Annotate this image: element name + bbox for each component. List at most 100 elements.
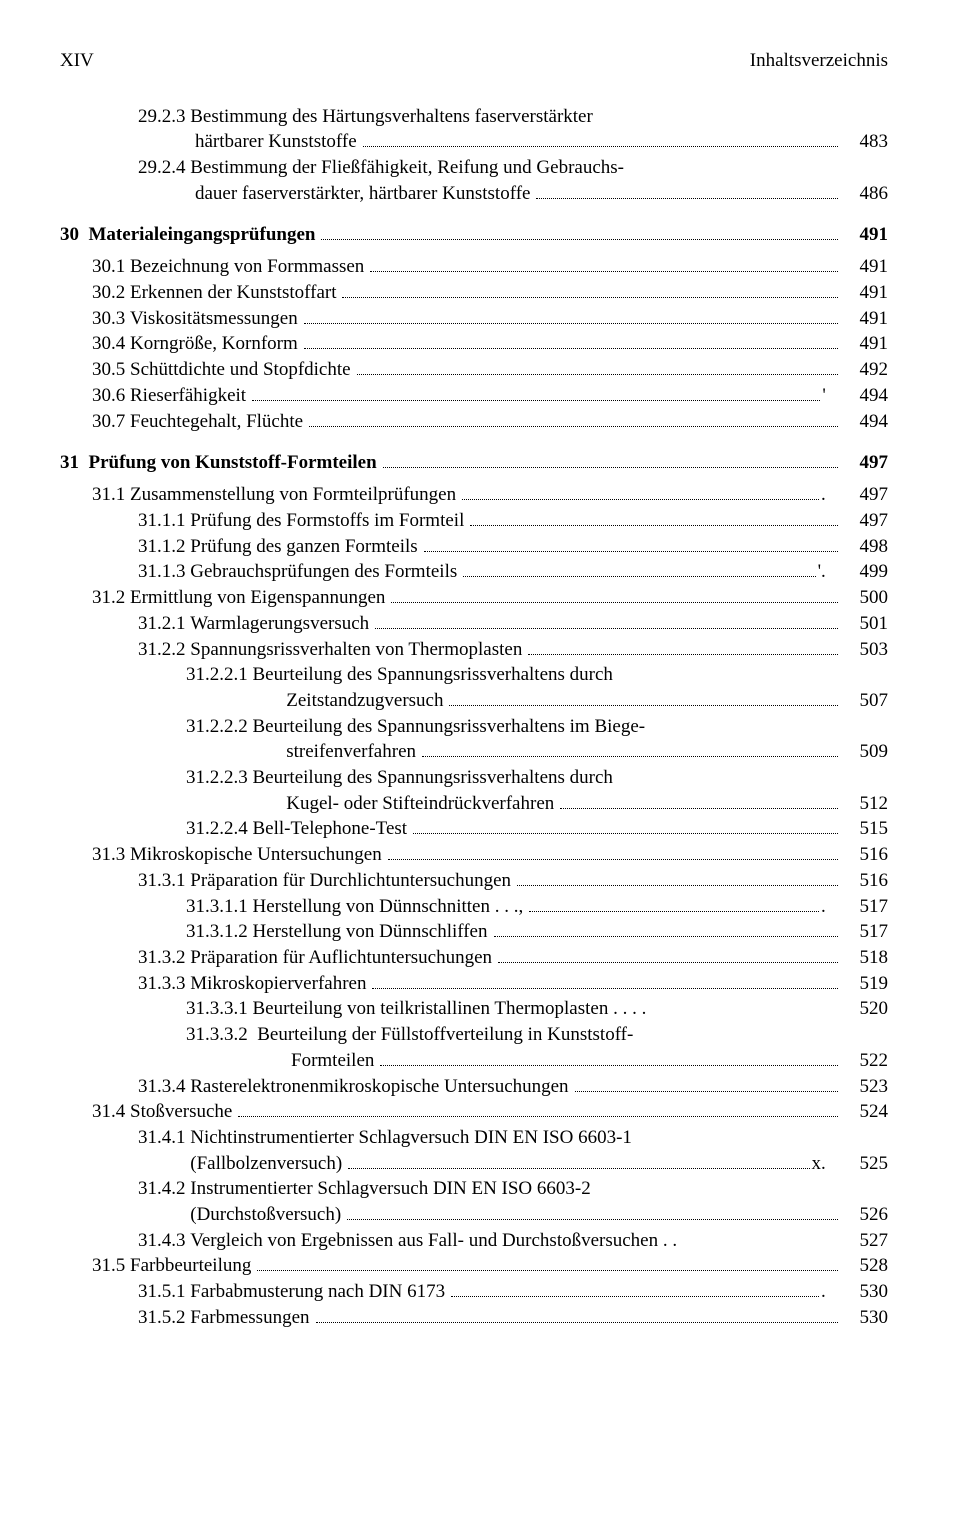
spacer xyxy=(60,206,888,222)
toc-entry: (Durchstoßversuch)526 xyxy=(60,1202,888,1228)
toc-title: Mikroskopische Untersuchungen xyxy=(130,842,386,868)
spacer xyxy=(60,434,888,450)
toc-title: Schüttdichte und Stopfdichte xyxy=(130,357,355,383)
toc-page: 497 xyxy=(840,450,888,476)
toc-page: 530 xyxy=(840,1279,888,1305)
toc-entry: 31.2.1 Warmlagerungsversuch501 xyxy=(60,611,888,637)
toc-entry: 31.2.2.3 Beurteilung des Spannungsrissve… xyxy=(60,765,888,791)
toc-leader-dots xyxy=(309,409,838,427)
toc-number: 31.3.1 xyxy=(138,868,190,894)
toc-number: 31.2 xyxy=(92,585,130,611)
toc-entry: 31.2.2 Spannungsrissverhalten von Thermo… xyxy=(60,636,888,662)
toc-title: Rasterelektronenmikroskopische Untersuch… xyxy=(190,1074,572,1100)
toc-continuation-pad xyxy=(138,181,195,207)
toc-page: 503 xyxy=(840,637,888,663)
toc-entry: 31.1 Zusammenstellung von Formteilprüfun… xyxy=(60,482,888,508)
toc-page: 494 xyxy=(840,383,888,409)
toc-title: Farbmessungen xyxy=(190,1305,313,1331)
toc-title: Spannungsrissverhalten von Thermoplasten xyxy=(190,637,526,663)
toc-page: 525 xyxy=(840,1151,888,1177)
toc-title: Beurteilung von teilkristallinen Thermop… xyxy=(253,996,651,1022)
toc-number: 31.4.2 xyxy=(138,1176,190,1202)
toc-leader-dots xyxy=(347,1202,838,1220)
toc-number: 31 xyxy=(60,450,89,476)
toc-page: 527 xyxy=(840,1228,888,1254)
toc-entry: 30 Materialeingangsprüfungen491 xyxy=(60,222,888,248)
toc-leader-dots xyxy=(451,1279,819,1297)
page-number-roman: XIV xyxy=(60,48,94,74)
toc-entry: 30.6 Rieserfähigkeit' 494 xyxy=(60,383,888,409)
toc-leader-dots xyxy=(252,383,820,401)
toc-entry: 31.2 Ermittlung von Eigenspannungen500 xyxy=(60,585,888,611)
table-of-contents: 29.2.3 Bestimmung des Härtungsverhaltens… xyxy=(60,104,888,1331)
toc-entry: (Fallbolzenversuch)x. 525 xyxy=(60,1151,888,1177)
toc-entry: härtbarer Kunststoffe483 xyxy=(60,129,888,155)
toc-title: Zusammenstellung von Formteilprüfungen xyxy=(130,482,460,508)
toc-leader-dots xyxy=(370,254,838,272)
toc-page: 516 xyxy=(840,842,888,868)
toc-entry: 30.3 Viskositätsmessungen491 xyxy=(60,306,888,332)
toc-page: 507 xyxy=(840,688,888,714)
toc-title: streifenverfahren xyxy=(286,739,420,765)
toc-number: 31.5.1 xyxy=(138,1279,190,1305)
toc-page: 492 xyxy=(840,357,888,383)
toc-entry: 31.4.3 Vergleich von Ergebnissen aus Fal… xyxy=(60,1228,888,1254)
toc-title: Bezeichnung von Formmassen xyxy=(130,254,368,280)
toc-page: 501 xyxy=(840,611,888,637)
toc-number: 30.7 xyxy=(92,409,130,435)
toc-leader-dots xyxy=(304,306,838,324)
toc-page: 497 xyxy=(840,508,888,534)
toc-leader-dots xyxy=(528,636,838,654)
toc-title: Bell-Telephone-Test xyxy=(253,816,412,842)
toc-number: 30.1 xyxy=(92,254,130,280)
toc-leader-dots xyxy=(372,971,838,989)
toc-entry: Kugel- oder Stifteindrückverfahren512 xyxy=(60,791,888,817)
toc-page: 522 xyxy=(840,1048,888,1074)
toc-entry: 31.4 Stoßversuche524 xyxy=(60,1099,888,1125)
toc-title: Beurteilung der Füllstoffverteilung in K… xyxy=(257,1022,637,1048)
toc-entry: 31.3.2 Präparation für Auflichtuntersuch… xyxy=(60,945,888,971)
toc-leader-dots xyxy=(498,945,838,963)
toc-number: 31.2.2.4 xyxy=(186,816,253,842)
toc-entry: Zeitstandzugversuch507 xyxy=(60,688,888,714)
toc-title: Nichtinstrumentierter Schlagversuch DIN … xyxy=(190,1125,636,1151)
toc-title: (Durchstoßversuch) xyxy=(190,1202,345,1228)
toc-number: 31.3.2 xyxy=(138,945,190,971)
toc-leader-dots xyxy=(422,739,838,757)
toc-title: Korngröße, Kornform xyxy=(130,331,302,357)
toc-continuation-pad xyxy=(138,1151,190,1177)
toc-page: 500 xyxy=(840,585,888,611)
toc-entry: 31.2.2.2 Beurteilung des Spannungsrissve… xyxy=(60,714,888,740)
toc-leader-dots xyxy=(363,129,838,147)
toc-entry: 31.3.4 Rasterelektronenmikroskopische Un… xyxy=(60,1073,888,1099)
toc-leader-dots xyxy=(375,611,838,629)
toc-entry: 31.3.3.1 Beurteilung von teilkristalline… xyxy=(60,996,888,1022)
toc-page: 517 xyxy=(840,919,888,945)
toc-entry: 31.4.2 Instrumentierter Schlagversuch DI… xyxy=(60,1176,888,1202)
toc-title: Prüfung des ganzen Formteils xyxy=(190,534,421,560)
toc-title: Prüfung von Kunststoff-Formteilen xyxy=(89,450,381,476)
toc-leader-dots xyxy=(342,280,838,298)
toc-leader-dots xyxy=(316,1305,838,1323)
toc-leader-dots xyxy=(321,222,838,240)
toc-page: 512 xyxy=(840,791,888,817)
toc-title: Herstellung von Dünnschnitten . . ., xyxy=(253,894,528,920)
toc-entry: 29.2.3 Bestimmung des Härtungsverhaltens… xyxy=(60,104,888,130)
toc-title: Mikroskopierverfahren xyxy=(190,971,370,997)
toc-title: (Fallbolzenversuch) xyxy=(190,1151,346,1177)
toc-extra-mark: '. xyxy=(818,559,840,585)
toc-title: Prüfung des Formstoffs im Formteil xyxy=(190,508,468,534)
toc-number: 31.1 xyxy=(92,482,130,508)
toc-continuation-pad xyxy=(234,688,286,714)
toc-number: 30 xyxy=(60,222,89,248)
toc-entry: 31.1.2 Prüfung des ganzen Formteils498 xyxy=(60,533,888,559)
toc-number: 31.3.1.1 xyxy=(186,894,253,920)
toc-title: Bestimmung des Härtungsverhaltens faserv… xyxy=(190,104,597,130)
toc-title: Herstellung von Dünnschliffen xyxy=(253,919,492,945)
toc-page: 491 xyxy=(840,254,888,280)
toc-extra-mark: . xyxy=(821,482,840,508)
toc-entry: 31.3.1.1 Herstellung von Dünnschnitten .… xyxy=(60,893,888,919)
toc-entry: 31 Prüfung von Kunststoff-Formteilen 497 xyxy=(60,450,888,476)
toc-leader-dots xyxy=(517,868,838,886)
toc-leader-dots xyxy=(652,997,838,1014)
